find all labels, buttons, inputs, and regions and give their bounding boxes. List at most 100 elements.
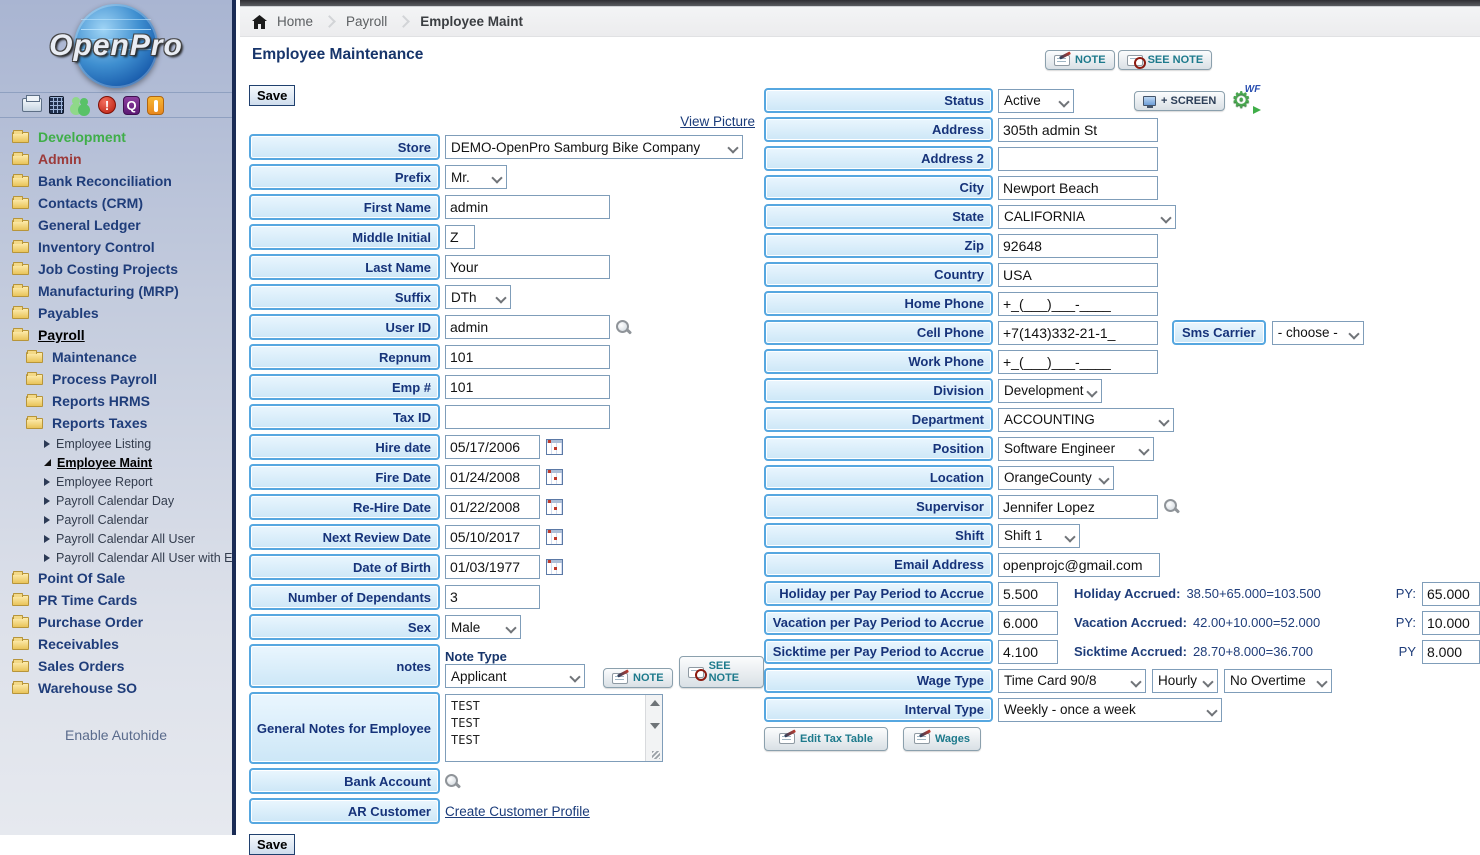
- date-of-birth-input[interactable]: 01/03/1977: [445, 555, 540, 579]
- sidebar-item-manufacturing-mrp-[interactable]: Manufacturing (MRP): [0, 280, 232, 302]
- sidebar-item-warehouse-so[interactable]: Warehouse SO: [0, 677, 232, 699]
- save-button-bottom[interactable]: Save: [249, 834, 295, 855]
- tax-id-input[interactable]: [445, 405, 610, 429]
- sidebar-item-point-of-sale[interactable]: Point Of Sale: [0, 567, 232, 589]
- store-select[interactable]: DEMO-OpenPro Samburg Bike Company: [445, 135, 743, 159]
- sidebar-item-contacts-crm-[interactable]: Contacts (CRM): [0, 192, 232, 214]
- cell-phone-input[interactable]: +7(143)332-21-1_: [998, 321, 1158, 345]
- address-2-input[interactable]: [998, 147, 1158, 171]
- suffix-select[interactable]: DTh: [445, 285, 511, 309]
- see-note-button[interactable]: SEE NOTE: [679, 656, 764, 688]
- alert-icon[interactable]: !: [98, 96, 116, 114]
- py-input[interactable]: 10.000: [1422, 611, 1480, 635]
- prefix-select[interactable]: Mr.: [445, 165, 507, 189]
- note-button[interactable]: NOTE: [1045, 50, 1115, 70]
- calendar-icon[interactable]: [546, 439, 563, 455]
- magnifier-icon[interactable]: [445, 774, 460, 789]
- sidebar-item-process-payroll[interactable]: Process Payroll: [0, 368, 232, 390]
- email-address-input[interactable]: openprojc@gmail.com: [998, 553, 1160, 577]
- sidebar-item-employee-listing[interactable]: Employee Listing: [0, 434, 232, 453]
- screen-button[interactable]: + SCREEN: [1134, 91, 1225, 111]
- sidebar-item-receivables[interactable]: Receivables: [0, 633, 232, 655]
- power-icon[interactable]: [147, 96, 164, 115]
- sidebar-item-reports-taxes[interactable]: Reports Taxes: [0, 412, 232, 434]
- sidebar-item-sales-orders[interactable]: Sales Orders: [0, 655, 232, 677]
- sidebar-item-maintenance[interactable]: Maintenance: [0, 346, 232, 368]
- sidebar-item-employee-report[interactable]: Employee Report: [0, 472, 232, 491]
- calendar-icon[interactable]: [546, 499, 563, 515]
- py-input[interactable]: 65.000: [1422, 582, 1480, 606]
- repnum-input[interactable]: 101: [445, 345, 610, 369]
- hire-date-input[interactable]: 05/17/2006: [445, 435, 540, 459]
- create-customer-profile-link[interactable]: Create Customer Profile: [445, 804, 590, 819]
- sidebar-item-bank-reconciliation[interactable]: Bank Reconciliation: [0, 170, 232, 192]
- resize-grip[interactable]: [652, 751, 660, 759]
- calendar-icon[interactable]: [546, 469, 563, 485]
- scroll-up-icon[interactable]: [650, 700, 660, 706]
- breadcrumb-home[interactable]: Home: [277, 14, 313, 29]
- sidebar-item-reports-hrms[interactable]: Reports HRMS: [0, 390, 232, 412]
- sidebar-item-payroll[interactable]: Payroll: [0, 324, 232, 346]
- printer-icon[interactable]: [22, 98, 42, 112]
- city-input[interactable]: Newport Beach: [998, 176, 1158, 200]
- save-button-top[interactable]: Save: [249, 85, 295, 106]
- py-input[interactable]: 8.000: [1422, 640, 1480, 664]
- sidebar-item-payroll-calendar[interactable]: Payroll Calendar: [0, 510, 232, 529]
- sidebar-item-payroll-calendar-all-user[interactable]: Payroll Calendar All User: [0, 529, 232, 548]
- sidebar-item-employee-maint[interactable]: Employee Maint: [0, 453, 232, 472]
- position-select[interactable]: Software Engineer: [998, 437, 1154, 461]
- holiday-per-pay-period-to-accrue-input[interactable]: 5.500: [998, 582, 1058, 606]
- address-input[interactable]: 305th admin St: [998, 118, 1158, 142]
- workflow-button[interactable]: ⚙WF: [1231, 88, 1259, 114]
- next-review-date-input[interactable]: 05/10/2017: [445, 525, 540, 549]
- vacation-per-pay-period-to-accrue-input[interactable]: 6.000: [998, 611, 1058, 635]
- sidebar-item-purchase-order[interactable]: Purchase Order: [0, 611, 232, 633]
- users-icon[interactable]: [71, 96, 91, 114]
- sidebar-item-development[interactable]: Development: [0, 126, 232, 148]
- see-note-button[interactable]: SEE NOTE: [1118, 50, 1213, 70]
- sidebar-item-general-ledger[interactable]: General Ledger: [0, 214, 232, 236]
- enable-autohide-link[interactable]: Enable Autohide: [0, 727, 232, 743]
- sidebar-item-inventory-control[interactable]: Inventory Control: [0, 236, 232, 258]
- sicktime-per-pay-period-to-accrue-input[interactable]: 4.100: [998, 640, 1058, 664]
- magnifier-icon[interactable]: [1164, 499, 1179, 514]
- calendar-icon[interactable]: [546, 559, 563, 575]
- wage-type-select-1[interactable]: Hourly: [1152, 669, 1218, 693]
- department-select[interactable]: ACCOUNTING: [998, 408, 1174, 432]
- number-of-dependants-input[interactable]: 3: [445, 585, 540, 609]
- calendar-icon[interactable]: [546, 529, 563, 545]
- sidebar-item-admin[interactable]: Admin: [0, 148, 232, 170]
- wage-type-select-0[interactable]: Time Card 90/8: [998, 669, 1146, 693]
- home-icon[interactable]: [252, 15, 267, 29]
- note-type-select[interactable]: Applicant: [445, 664, 585, 688]
- wages-button[interactable]: Wages: [903, 727, 981, 751]
- home-phone-input[interactable]: +_(___)___-____: [998, 292, 1158, 316]
- breadcrumb-payroll[interactable]: Payroll: [346, 14, 387, 29]
- magnifier-icon[interactable]: [616, 320, 631, 335]
- state-select[interactable]: CALIFORNIA: [998, 205, 1176, 229]
- general-notes-textarea[interactable]: TESTTESTTEST: [445, 694, 663, 762]
- supervisor-input[interactable]: Jennifer Lopez: [998, 495, 1158, 519]
- fire-date-input[interactable]: 01/24/2008: [445, 465, 540, 489]
- division-select[interactable]: Development: [998, 379, 1102, 403]
- sidebar-item-payables[interactable]: Payables: [0, 302, 232, 324]
- sidebar-item-payroll-calendar-all-user-with-ec[interactable]: Payroll Calendar All User with Ec: [0, 548, 232, 567]
- q-app-icon[interactable]: Q: [123, 96, 140, 115]
- shift-select[interactable]: Shift 1: [998, 524, 1080, 548]
- work-phone-input[interactable]: +_(___)___-____: [998, 350, 1158, 374]
- middle-initial-input[interactable]: Z: [445, 225, 475, 249]
- re-hire-date-input[interactable]: 01/22/2008: [445, 495, 540, 519]
- scroll-down-icon[interactable]: [650, 723, 660, 729]
- interval-type-select[interactable]: Weekly - once a week: [998, 698, 1222, 722]
- sex-select[interactable]: Male: [445, 615, 521, 639]
- sidebar-item-payroll-calendar-day[interactable]: Payroll Calendar Day: [0, 491, 232, 510]
- first-name-input[interactable]: admin: [445, 195, 610, 219]
- status-select[interactable]: Active: [998, 89, 1074, 113]
- calculator-icon[interactable]: [49, 96, 64, 114]
- edit-tax-table-button[interactable]: Edit Tax Table: [764, 727, 888, 751]
- location-select[interactable]: OrangeCounty: [998, 466, 1114, 490]
- sms-carrier-select[interactable]: - choose -: [1272, 321, 1364, 345]
- sidebar-item-job-costing-projects[interactable]: Job Costing Projects: [0, 258, 232, 280]
- note-button[interactable]: NOTE: [603, 668, 673, 688]
- zip-input[interactable]: 92648: [998, 234, 1158, 258]
